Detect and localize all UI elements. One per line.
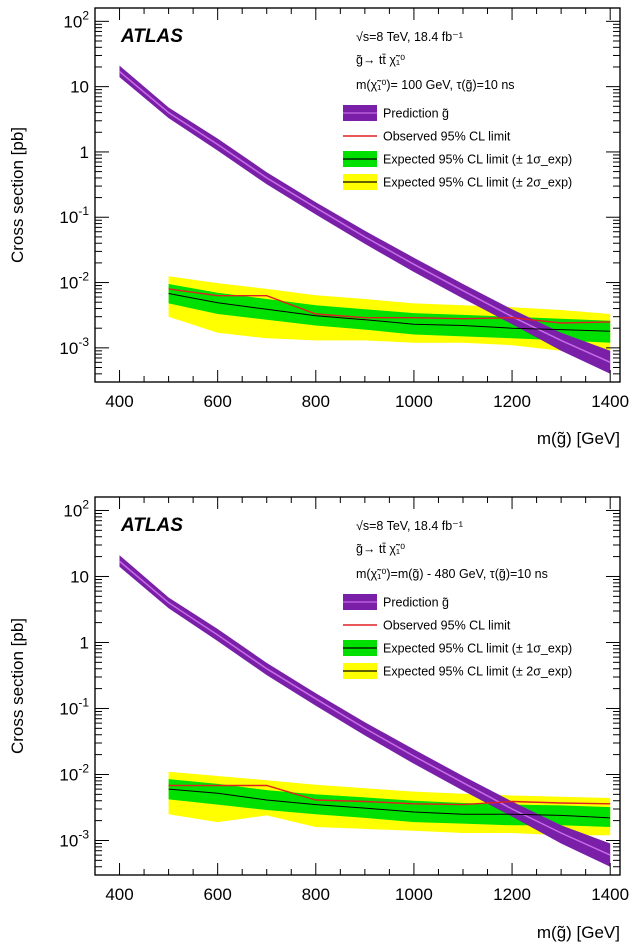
tick-labels-layer: 400 600 800 1000 1200 1400 10-3 10-2 10-1 1 10 102 [59,8,629,411]
x-tick-label: 600 [203,392,231,411]
expected-1sigma-band [168,284,611,343]
ticks-layer [94,497,620,876]
y-tick-label: 10 [70,567,89,586]
y-tick-label: 10-2 [59,761,89,784]
x-tick-label: 1400 [591,392,629,411]
y-axis-label: Cross section [pb] [8,618,27,754]
y-tick-label: 10-3 [59,827,89,850]
x-tick-label: 400 [105,885,133,904]
chart-panel-top: 400 600 800 1000 1200 140010-310-210-1110102 … [8,7,629,448]
x-tick-label: 1200 [493,885,531,904]
y-tick-label: 10-1 [59,204,89,227]
annotation-mass: m(χ̃₁⁰)=m(g̃) - 480 GeV, τ(g̃)=10 ns [356,567,548,581]
lines-layer [119,71,611,363]
ticks-layer [94,8,620,383]
bands-layer [119,65,611,374]
x-tick-label: 800 [302,392,330,411]
annotation-decay: g̃→ tt̄ χ̃₁⁰ [356,53,405,67]
y-tick-label: 10 [70,78,89,97]
expected-limit-line [168,293,611,332]
chart-panel-bottom: 400 600 800 1000 1200 140010-310-210-1110102 … [8,496,629,942]
plot-border [94,7,621,383]
observed-limit-line [168,784,611,806]
y-tick-label: 10-2 [59,270,89,293]
legend-entry: Prediction g̃ [343,105,449,121]
experiment-label: ATLAS [120,26,183,47]
legend-label: Prediction g̃ [383,107,449,121]
prediction-center-line [119,71,611,363]
legend-entry: Expected 95% CL limit (± 1σ_exp) [343,151,572,167]
legend-entry: Expected 95% CL limit (± 1σ_exp) [343,640,572,656]
legend-label: Observed 95% CL limit [383,130,511,144]
prediction-center-line [119,560,611,856]
prediction-band [119,65,611,374]
annotation-energy: √s=8 TeV, 18.4 fb⁻¹ [356,519,463,533]
legend-entry: Prediction g̃ [343,594,449,610]
legend-label: Expected 95% CL limit (± 2σ_exp) [383,176,572,190]
plot-border [94,496,621,876]
lines-layer [119,560,611,856]
legend-entry: Observed 95% CL limit [343,130,511,144]
x-tick-label: 600 [203,885,231,904]
y-tick-label: 10-3 [59,335,89,358]
x-tick-label: 1000 [395,392,433,411]
legend-entry: Observed 95% CL limit [343,619,511,633]
y-tick-label: 102 [63,497,89,520]
y-axis-label: Cross section [pb] [8,127,27,263]
y-tick-label: 1 [80,633,89,652]
legend-label: Expected 95% CL limit (± 1σ_exp) [383,153,572,167]
legend-entry: Expected 95% CL limit (± 2σ_exp) [343,174,572,190]
legend-entry: Expected 95% CL limit (± 2σ_exp) [343,663,572,679]
prediction-band [119,555,611,867]
x-tick-label: 1000 [395,885,433,904]
x-tick-label: 800 [302,885,330,904]
x-tick-label: 1400 [591,885,629,904]
annotation-energy: √s=8 TeV, 18.4 fb⁻¹ [356,30,463,44]
legend: Prediction g̃ Observed 95% CL limit Expect… [343,594,572,679]
observed-limit-line [168,288,611,324]
x-tick-label: 1200 [493,392,531,411]
x-axis-label: m(g̃) [GeV] [537,429,620,448]
y-tick-label: 102 [63,8,89,31]
legend-label: Prediction g̃ [383,596,449,610]
legend-label: Observed 95% CL limit [383,619,511,633]
legend: Prediction g̃ Observed 95% CL limit Expect… [343,105,572,190]
expected-limit-line [168,788,611,819]
y-tick-label: 10-1 [59,695,89,718]
experiment-label: ATLAS [120,515,183,536]
legend-label: Expected 95% CL limit (± 1σ_exp) [383,642,572,656]
annotation-decay: g̃→ tt̄ χ̃₁⁰ [356,542,405,556]
x-tick-label: 400 [105,392,133,411]
annotation-mass: m(χ̃₁⁰)= 100 GeV, τ(g̃)=10 ns [356,78,515,92]
legend-label: Expected 95% CL limit (± 2σ_exp) [383,665,572,679]
y-tick-label: 1 [80,143,89,162]
tick-labels-layer: 400 600 800 1000 1200 1400 10-3 10-2 10-1 1 10 102 [59,497,629,904]
x-axis-label: m(g̃) [GeV] [537,923,620,942]
